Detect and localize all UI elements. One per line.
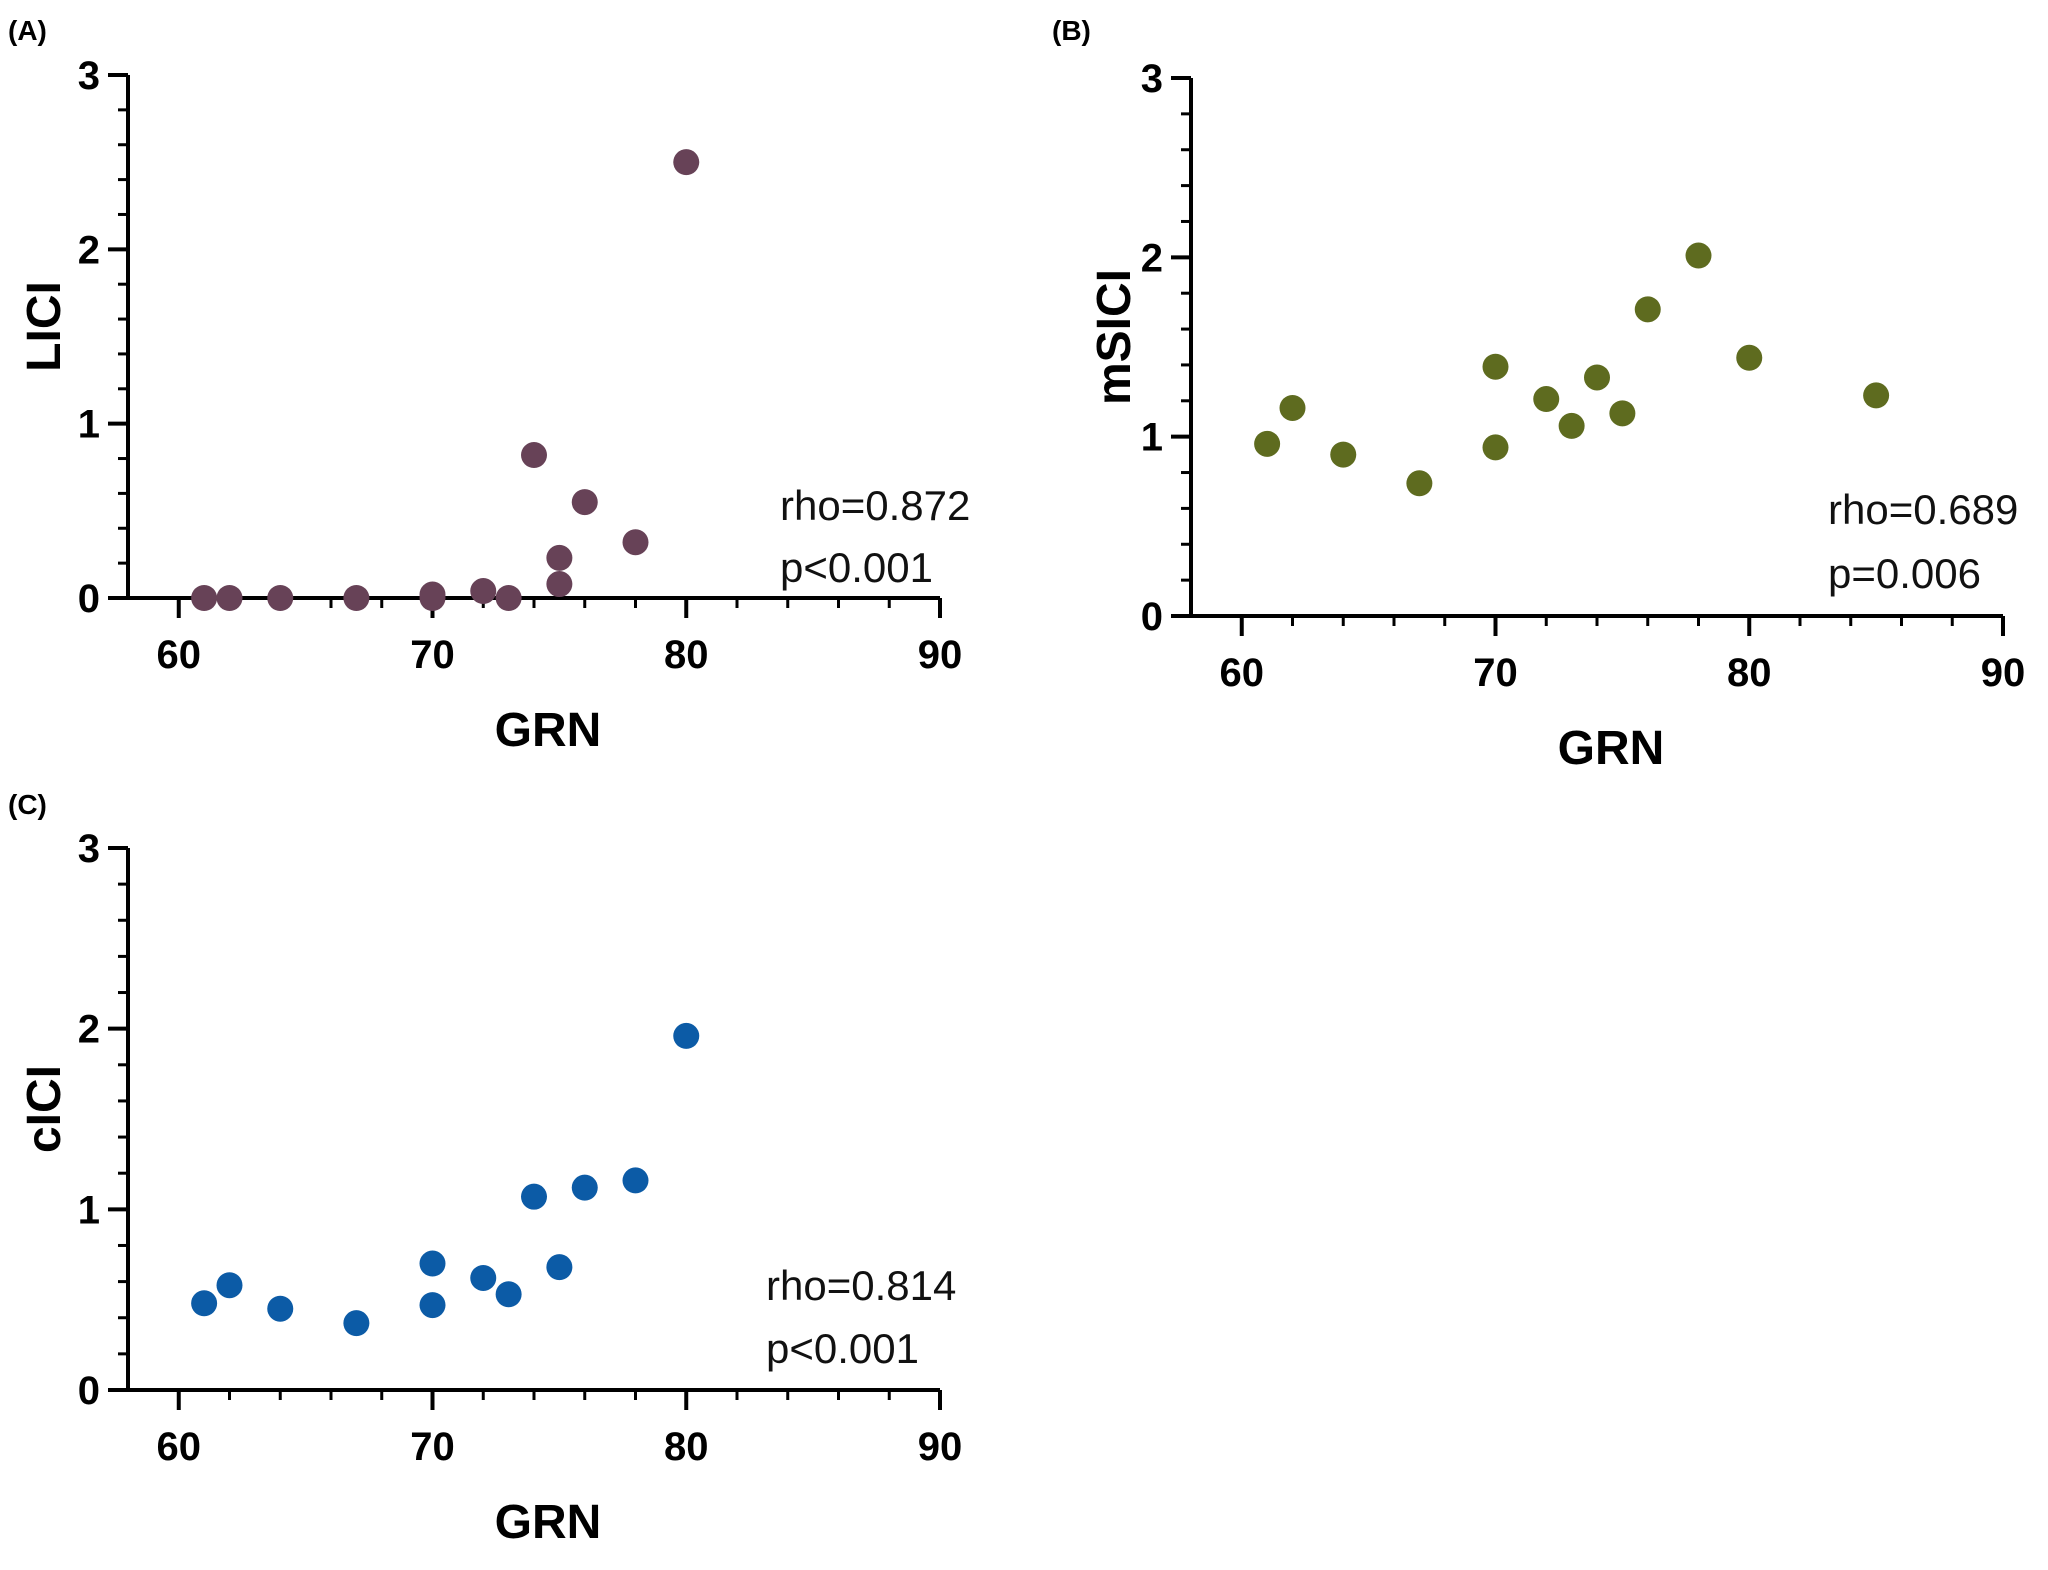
data-point [1685,242,1712,269]
x-tick-label: 90 [918,633,963,677]
data-point [546,544,573,571]
data-point [546,571,573,598]
x-tick-label: 60 [1220,651,1265,695]
data-point [343,585,370,611]
data-point [1863,382,1890,409]
data-point [1254,430,1281,457]
rho-annotation: rho=0.872 [780,482,970,529]
p-value-annotation: p=0.006 [1828,550,1981,597]
data-point [571,1174,598,1201]
data-point [419,1292,446,1319]
p-value-annotation: p<0.001 [780,544,933,591]
chart-panel-c: 0 1 2 3 60 70 80 90 GRN cICI (C) rho=0.814 p<0.001 [8,789,962,1549]
x-tick-label: 80 [1727,651,1772,695]
y-tick-label: 1 [78,403,100,447]
data-point [191,1290,218,1317]
rho-annotation: rho=0.814 [766,1262,956,1309]
data-point [571,489,598,516]
rho-annotation: rho=0.689 [1828,486,2018,533]
y-axis-title: cICI [18,1065,71,1153]
x-tick-label: 70 [410,1425,455,1469]
y-tick-label: 0 [78,1369,100,1413]
y-axis-title: LICI [18,281,71,372]
chart-panel-b: 0 1 2 3 60 70 80 90 GRN mSICI (B) rho=0.689 p=0.006 [1052,15,2025,775]
data-point [673,1022,700,1049]
data-point [1533,386,1560,413]
data-point [419,585,446,611]
data-point [495,1281,522,1308]
data-point [343,1310,370,1337]
x-tick-label: 70 [410,633,455,677]
y-tick-label: 1 [1141,416,1163,460]
y-tick-label: 2 [78,1008,100,1052]
x-tick-label: 90 [1981,651,2026,695]
data-point [419,1250,446,1277]
data-point [1482,353,1509,380]
data-point [267,585,294,611]
y-tick-label: 0 [1141,595,1163,639]
data-point [191,585,218,611]
data-point [1609,400,1636,427]
data-point [622,1167,649,1194]
data-point [1482,434,1509,461]
y-tick-label: 3 [1141,57,1163,101]
y-tick-label: 0 [78,577,100,621]
x-tick-label: 60 [157,633,202,677]
data-point [521,1183,547,1210]
data-point [622,529,649,556]
chart-panel-a: 0 1 2 3 60 70 80 90 GRN LICI (A) rho=0.872 p<0.001 [8,15,970,757]
y-tick-label: 2 [1141,236,1163,280]
y-tick-label: 3 [78,827,100,871]
data-point [1330,441,1357,468]
data-point [495,585,522,611]
y-tick-label: 1 [78,1188,100,1232]
x-tick-label: 60 [157,1425,202,1469]
data-point [673,149,700,176]
data-point [470,1264,497,1291]
data-point [1736,344,1763,371]
data-point [1634,296,1661,323]
data-point [1279,394,1306,421]
data-point [216,1272,243,1299]
x-axis-title: GRN [495,1496,602,1549]
x-tick-label: 80 [664,1425,709,1469]
data-point [521,442,547,469]
panel-label: (B) [1052,15,1091,46]
x-axis-title: GRN [1558,722,1665,775]
x-tick-label: 80 [664,633,709,677]
x-tick-label: 70 [1473,651,1518,695]
x-axis-title: GRN [495,704,602,757]
data-point [1406,470,1433,497]
data-point [1584,364,1610,391]
data-point [546,1254,573,1281]
p-value-annotation: p<0.001 [766,1325,919,1372]
data-point [1558,412,1585,439]
x-tick-label: 90 [918,1425,963,1469]
panel-label: (C) [8,789,47,820]
data-point [470,578,497,605]
data-point [267,1295,294,1322]
data-point [216,585,243,611]
y-axis-title: mSICI [1088,269,1141,405]
y-tick-label: 2 [78,228,100,272]
panel-label: (A) [8,15,47,46]
y-tick-label: 3 [78,54,100,98]
